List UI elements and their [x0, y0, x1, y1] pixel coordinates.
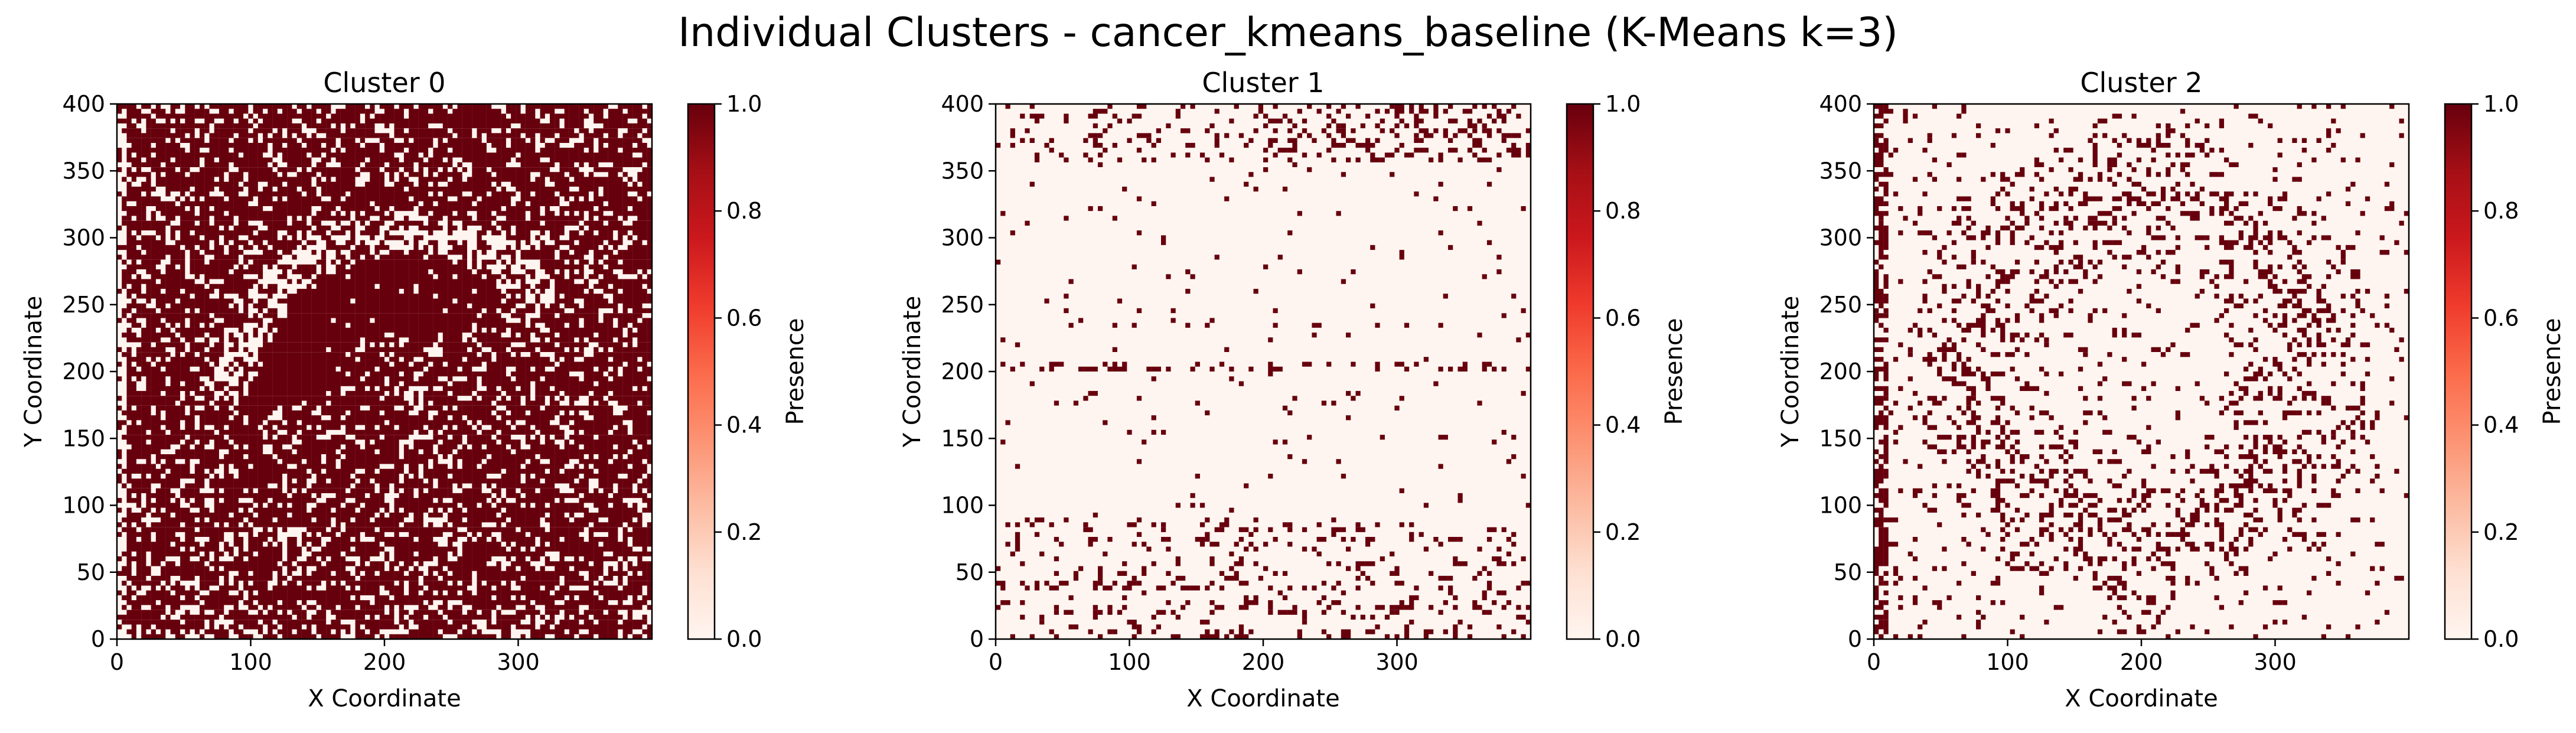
colorbar-frame: [687, 103, 716, 640]
colorbar-label: Presence: [1661, 318, 1688, 425]
y-axis-label: Y Coordinate: [20, 296, 47, 448]
colorbar-tick-label: 0.4: [2483, 412, 2519, 438]
x-tick-label: 200: [1242, 649, 1285, 675]
heatmap-cells: [1874, 104, 2409, 640]
x-tick-label: 300: [497, 649, 540, 675]
x-tick-label: 0: [989, 649, 1003, 675]
colorbar-tick-label: 0.0: [726, 626, 762, 652]
y-tick-label: 100: [941, 493, 984, 519]
y-tick-label: 200: [62, 359, 105, 385]
y-tick-label: 50: [77, 559, 105, 585]
x-tick-label: 200: [363, 649, 406, 675]
y-tick-label: 50: [1834, 559, 1862, 585]
y-tick-label: 350: [1819, 158, 1862, 184]
colorbar: [1567, 104, 1593, 639]
cluster-panel-0: 0 100 200 300 0 50 100 150 200 250 300 350 400 Cluste…: [20, 67, 809, 712]
colorbar-frame: [2444, 103, 2473, 640]
colorbar-tick-label: 0.0: [2483, 626, 2519, 652]
y-tick-label: 200: [1819, 359, 1862, 385]
x-tick-label: 0: [110, 649, 124, 675]
heatmap-cells: [117, 104, 653, 640]
y-tick-label: 300: [62, 225, 105, 251]
colorbar-tick-label: 1.0: [1605, 91, 1641, 117]
colorbar-tick-label: 0.8: [1605, 198, 1641, 224]
y-tick-label: 300: [941, 225, 984, 251]
x-tick-label: 0: [1867, 649, 1881, 675]
x-axis-label: X Coordinate: [308, 685, 461, 712]
y-axis-label: Y Coordinate: [1777, 296, 1804, 448]
y-tick-label: 350: [941, 158, 984, 184]
colorbar: [2445, 104, 2471, 639]
colorbar-tick-label: 0.2: [1605, 519, 1641, 545]
colorbar-tick-label: 0.6: [1605, 305, 1641, 331]
x-tick-label: 300: [2254, 649, 2297, 675]
y-tick-label: 100: [1819, 493, 1862, 519]
y-tick-label: 200: [941, 359, 984, 385]
colorbar-tick-label: 0.8: [2483, 198, 2519, 224]
y-tick-label: 150: [1819, 425, 1862, 451]
colorbar-tick-label: 0.2: [726, 519, 762, 545]
x-tick-label: 200: [2120, 649, 2163, 675]
cluster-panel-1: 0 100 200 300 0 50 100 150 200 250 300 350 400 Cluste…: [899, 67, 1688, 712]
colorbar-tick-label: 0.6: [2483, 305, 2519, 331]
panel-title: Cluster 1: [1202, 67, 1324, 99]
colorbar-tick-label: 1.0: [2483, 91, 2519, 117]
colorbar-tick-label: 0.6: [726, 305, 762, 331]
y-tick-label: 400: [62, 91, 105, 117]
x-axis-label: X Coordinate: [1186, 685, 1339, 712]
y-tick-label: 250: [62, 292, 105, 318]
colorbar-tick-label: 1.0: [726, 91, 762, 117]
heatmap-cells: [996, 104, 1531, 640]
x-tick-label: 300: [1375, 649, 1419, 675]
y-tick-label: 0: [970, 626, 984, 652]
colorbar-label: Presence: [2539, 318, 2566, 425]
y-tick-label: 150: [62, 425, 105, 451]
x-axis-label: X Coordinate: [2065, 685, 2218, 712]
x-tick-label: 100: [229, 649, 272, 675]
y-tick-label: 0: [91, 626, 105, 652]
y-tick-label: 100: [62, 493, 105, 519]
colorbar-label: Presence: [782, 318, 809, 425]
y-tick-label: 250: [1819, 292, 1862, 318]
y-tick-label: 250: [941, 292, 984, 318]
y-tick-label: 50: [956, 559, 984, 585]
colorbar-tick-label: 0.4: [1605, 412, 1641, 438]
y-tick-label: 150: [941, 425, 984, 451]
y-tick-label: 350: [62, 158, 105, 184]
colorbar-tick-label: 0.8: [726, 198, 762, 224]
panel-title: Cluster 2: [2080, 67, 2202, 99]
y-tick-label: 400: [1819, 91, 1862, 117]
colorbar-tick-label: 0.4: [726, 412, 762, 438]
y-tick-label: 0: [1848, 626, 1862, 652]
y-tick-label: 300: [1819, 225, 1862, 251]
x-tick-label: 100: [1986, 649, 2029, 675]
colorbar-tick-label: 0.0: [1605, 626, 1641, 652]
colorbar: [688, 104, 715, 639]
colorbar-tick-label: 0.2: [2483, 519, 2519, 545]
y-tick-label: 400: [941, 91, 984, 117]
figure-title: Individual Clusters - cancer_kmeans_base…: [678, 9, 1898, 56]
x-tick-label: 100: [1108, 649, 1151, 675]
cluster-panel-2: 0 100 200 300 0 50 100 150 200 250 300 350 400 Cluste…: [1777, 67, 2566, 712]
panel-title: Cluster 0: [323, 67, 445, 99]
colorbar-frame: [1566, 103, 1594, 640]
y-axis-label: Y Coordinate: [899, 296, 926, 448]
